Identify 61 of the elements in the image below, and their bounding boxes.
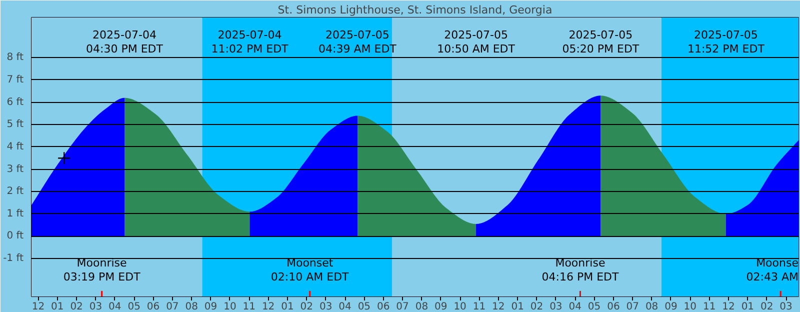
x-tick-label: 08 <box>415 302 428 312</box>
y-tick-label: 5 ft <box>6 119 24 130</box>
x-tick-label: 02 <box>760 302 774 312</box>
ref-line-label: Moonset 02:10 AM EDT <box>270 256 350 284</box>
annotation: 2025-07-05 11:52 PM EDT <box>687 28 765 56</box>
x-tick-label: 11 <box>242 302 256 312</box>
x-tick-label: 07 <box>166 302 179 312</box>
chart-title: St. Simons Lighthouse, St. Simons Island, Georgia <box>278 4 552 16</box>
x-tick-label: 01 <box>511 302 524 312</box>
annotation: 2025-07-04 04:30 PM EDT <box>86 28 164 56</box>
x-tick-label: 09 <box>434 302 448 312</box>
annotation: 2025-07-05 05:20 PM EDT <box>562 28 640 56</box>
annotation: 2025-07-05 10:50 AM EDT <box>437 28 516 56</box>
x-tick-label: 12 <box>262 302 275 312</box>
x-tick-label: 03 <box>89 302 102 312</box>
annotation: 2025-07-04 11:02 PM EDT <box>211 28 289 56</box>
y-tick-label: 6 ft <box>6 96 24 108</box>
x-tick-label: 06 <box>607 302 620 312</box>
x-tick-label: 07 <box>626 302 640 312</box>
x-tick-label: 01 <box>281 302 294 312</box>
x-tick-label: 12 <box>492 302 505 312</box>
x-tick-label: 05 <box>588 302 601 312</box>
x-tick-label: 04 <box>338 302 352 312</box>
annotation: 2025-07-05 04:39 AM EDT <box>318 28 397 56</box>
x-tick-label: 03 <box>550 302 562 312</box>
x-tick-label: 09 <box>664 302 678 312</box>
y-tick-label: -1 ft <box>3 253 24 264</box>
y-tick-label: 8 ft <box>6 52 24 64</box>
ref-line-label: Moonrise 04:16 PM EDT <box>542 256 619 284</box>
y-tick-label: 2 ft <box>6 186 24 198</box>
x-tick-label: 06 <box>146 302 160 312</box>
x-tick-label: 12 <box>722 302 735 312</box>
x-tick-label: 12 <box>32 302 45 312</box>
y-tick-label: 7 ft <box>6 74 24 86</box>
y-tick-label: 1 ft <box>6 208 24 220</box>
y-tick-label: 3 ft <box>6 164 24 175</box>
ref-line-label: Moonse 02:43 AM <box>746 256 799 284</box>
x-tick-label: 10 <box>684 302 697 312</box>
x-tick-label: 06 <box>377 302 390 312</box>
x-tick-label: 08 <box>185 302 198 312</box>
x-tick-label: 10 <box>454 302 466 312</box>
x-tick-label: 03 <box>319 302 332 312</box>
x-tick-label: 04 <box>108 302 122 312</box>
x-tick-label: 10 <box>224 302 236 312</box>
x-tick-label: 07 <box>396 302 409 312</box>
ref-line-label: Moonrise 03:19 PM EDT <box>63 256 141 284</box>
x-tick-label: 02 <box>530 302 544 312</box>
x-tick-label: 09 <box>204 302 218 312</box>
x-tick-label: 02 <box>300 302 314 312</box>
x-tick-label: 03 <box>780 302 792 312</box>
x-tick-label: 11 <box>472 302 486 312</box>
y-tick-label: 0 ft <box>6 230 24 242</box>
x-tick-label: 05 <box>358 302 371 312</box>
y-tick-label: 4 ft <box>6 141 24 152</box>
x-tick-label: 08 <box>645 302 658 312</box>
x-tick-label: 05 <box>128 302 140 312</box>
x-tick-label: 04 <box>568 302 582 312</box>
x-tick-label: 01 <box>51 302 64 312</box>
x-tick-label: 11 <box>702 302 716 312</box>
x-tick-label: 01 <box>741 302 754 312</box>
x-tick-label: 02 <box>70 302 83 312</box>
